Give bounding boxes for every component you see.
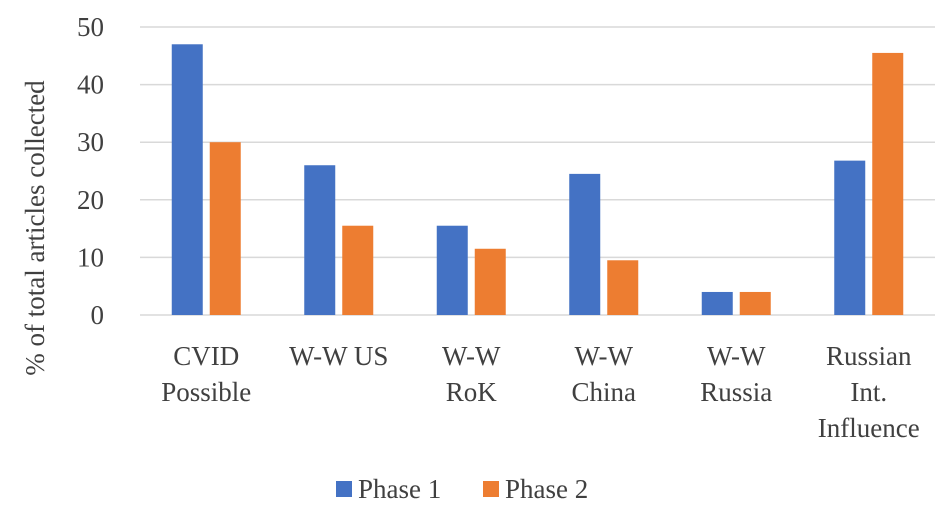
x-category-label-line: Russia (700, 377, 772, 407)
gridlines (140, 26, 935, 316)
bar-phase-1-1 (304, 165, 336, 315)
x-category-label: W-W China (572, 341, 637, 407)
x-axis-categories: CVID Possible W-W US W-W RoK W-W China W-W Russi… (161, 341, 919, 443)
bar-phase-1-0 (171, 44, 203, 315)
bar-phase-2-4 (739, 291, 771, 315)
bar-phase-2-1 (342, 225, 374, 315)
bar-phase-2-3 (607, 260, 639, 315)
x-category-label-line: W-W (442, 341, 501, 371)
y-tick-label: 20 (77, 185, 104, 215)
x-category-label-line: Russian (826, 341, 912, 371)
x-category-label-line: W-W (575, 341, 634, 371)
y-tick-label: 30 (77, 127, 104, 157)
x-category-label-line: China (572, 377, 637, 407)
y-axis-ticks: 0 10 20 30 40 50 (77, 12, 104, 330)
x-category-label: W-W Russia (700, 341, 772, 407)
x-category-label: Russian Int. Influence (818, 341, 920, 443)
x-category-label: W-W US (289, 341, 388, 371)
legend-swatch-phase-2 (483, 481, 499, 497)
x-category-label-line: Possible (161, 377, 251, 407)
x-category-label-line: W-W (707, 341, 766, 371)
bar-phase-1-3 (569, 173, 601, 315)
x-category-label-line: Int. (850, 377, 887, 407)
x-category-label: W-W RoK (442, 341, 501, 407)
bar-phase-1-2 (436, 225, 468, 315)
x-category-label-line: W-W US (289, 341, 388, 371)
bar-phase-2-0 (209, 142, 241, 315)
legend-swatch-phase-1 (336, 481, 352, 497)
y-tick-label: 0 (91, 300, 105, 330)
bar-phase-1-5 (834, 160, 866, 315)
legend-label: Phase 1 (358, 474, 441, 504)
y-tick-label: 10 (77, 242, 104, 272)
x-category-label-line: RoK (446, 377, 498, 407)
x-category-label: CVID Possible (161, 341, 251, 407)
y-tick-label: 50 (77, 12, 104, 42)
x-category-label-line: Influence (818, 413, 920, 443)
legend: Phase 1 Phase 2 (336, 474, 588, 504)
x-category-label-line: CVID (173, 341, 239, 371)
bar-phase-1-4 (701, 291, 733, 315)
y-axis-title: % of total articles collected (20, 80, 50, 376)
y-tick-label: 40 (77, 70, 104, 100)
bars (171, 44, 904, 316)
legend-label: Phase 2 (505, 474, 588, 504)
bar-phase-2-5 (872, 52, 904, 316)
bar-phase-2-2 (474, 248, 506, 315)
